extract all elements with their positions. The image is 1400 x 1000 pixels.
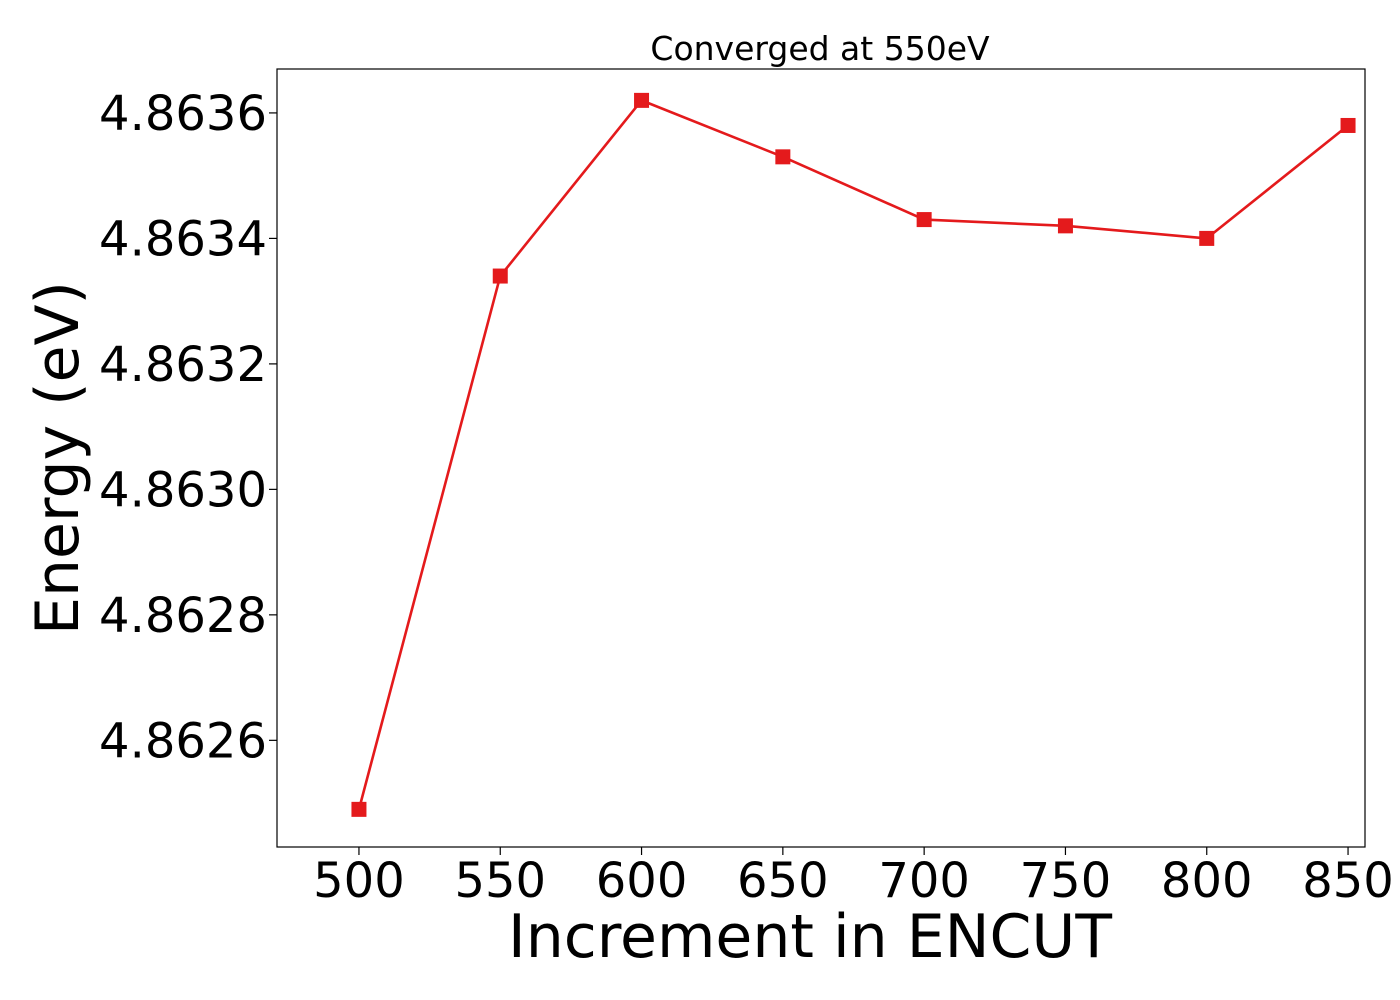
data-point xyxy=(916,212,932,228)
data-point xyxy=(775,149,791,165)
data-point xyxy=(351,801,367,817)
x-tick-label: 700 xyxy=(878,853,970,909)
y-tick-label: 4.8636 xyxy=(99,86,267,142)
x-tick-label: 650 xyxy=(737,853,829,909)
series-line xyxy=(357,99,1349,810)
y-tick-label: 4.8634 xyxy=(99,211,267,267)
x-axis-label: Increment in ENCUT xyxy=(508,902,1112,972)
chart-title: Converged at 550eV xyxy=(650,29,990,68)
data-point xyxy=(492,268,508,284)
data-point xyxy=(634,92,650,108)
y-tick-label: 4.8626 xyxy=(99,713,267,769)
x-tick-label: 800 xyxy=(1161,853,1253,909)
x-tick-label: 550 xyxy=(454,853,546,909)
y-tick-label: 4.8632 xyxy=(99,337,267,393)
x-tick-label: 600 xyxy=(596,853,688,909)
x-tick-label: 850 xyxy=(1302,853,1394,909)
y-tick-label: 4.8630 xyxy=(99,462,267,518)
data-point xyxy=(1199,230,1215,246)
x-tick-label: 500 xyxy=(313,853,405,909)
y-axis-label: Energy (eV) xyxy=(23,281,93,635)
y-axis: 4.8626 4.8628 4.8630 4.8632 4.8634 4.8636 xyxy=(99,86,277,769)
series-layer xyxy=(351,92,1356,817)
data-point xyxy=(1340,117,1356,133)
data-point xyxy=(1057,218,1073,234)
y-tick-label: 4.8628 xyxy=(99,588,267,644)
x-tick-label: 750 xyxy=(1020,853,1112,909)
plot-frame xyxy=(276,68,1366,848)
x-axis: 500 550 600 650 700 750 800 850 xyxy=(313,847,1394,909)
